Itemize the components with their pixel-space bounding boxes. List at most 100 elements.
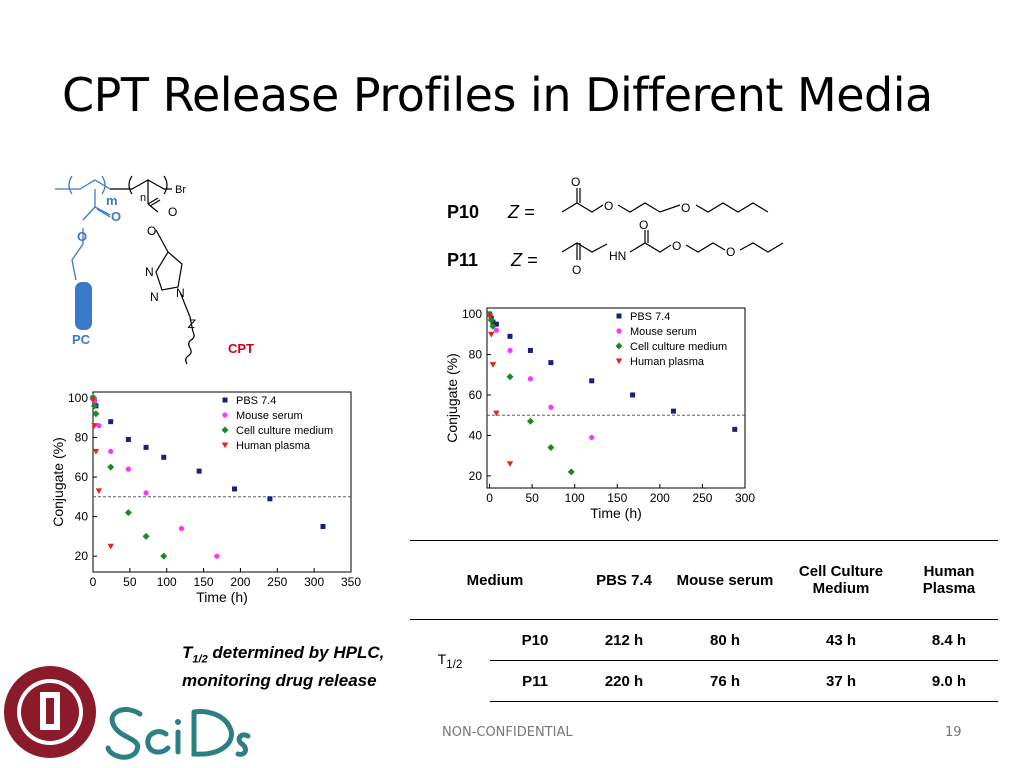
data-point (125, 466, 131, 472)
legend-marker (221, 442, 229, 449)
data-point (108, 448, 114, 454)
svg-text:N: N (176, 286, 185, 300)
x-tick-label: 150 (607, 491, 627, 505)
data-point (527, 376, 534, 382)
logo-dot-icon (175, 719, 181, 725)
data-point (490, 319, 496, 325)
legend-marker (616, 313, 622, 319)
y-tick-label: 40 (75, 510, 89, 524)
data-point (267, 496, 273, 502)
x-tick-label: 100 (157, 575, 177, 589)
polymer-structure: PC m O O n Br O O N N N Z CPT (55, 175, 254, 365)
data-point (493, 410, 500, 417)
data-point (214, 553, 220, 559)
x-tick-label: 300 (735, 491, 755, 505)
legend-marker (222, 397, 228, 403)
legend-marker (616, 328, 622, 334)
cpt-label: CPT (228, 341, 254, 356)
z-group-structures: O O O HN O O O O (561, 175, 784, 277)
col-medium: Medium (410, 540, 580, 620)
x-tick-label: 50 (123, 575, 137, 589)
x-tick-label: 200 (650, 491, 670, 505)
legend-marker (615, 342, 623, 350)
data-point (506, 373, 514, 381)
data-point (527, 347, 533, 353)
plot-frame (92, 391, 352, 573)
t-half-label: T1/2 (437, 650, 463, 671)
data-point (92, 448, 100, 455)
x-tick-label: 250 (267, 575, 287, 589)
data-point (488, 331, 495, 338)
svg-text:O: O (726, 245, 735, 259)
data-point (670, 408, 676, 414)
y-tick-label: 80 (75, 430, 89, 444)
legend-marker (222, 412, 228, 418)
legend-marker (221, 426, 229, 434)
svg-text:O: O (571, 175, 580, 189)
data-point (95, 488, 103, 495)
svg-text:O: O (639, 218, 648, 232)
data-point (89, 397, 97, 404)
y-tick-label: 60 (75, 470, 89, 484)
data-point (160, 552, 168, 560)
data-point (486, 313, 493, 320)
table-row: T1/2 P10 212 h 80 h 43 h 8.4 h (410, 620, 998, 671)
data-point (125, 436, 131, 442)
x-axis-label: Time (h) (196, 589, 248, 605)
col-mouse: Mouse serum (668, 540, 782, 620)
x-axis-label: Time (h) (590, 505, 642, 521)
svg-text:O: O (168, 205, 177, 219)
x-tick-label: 300 (304, 575, 324, 589)
scidose-logo (105, 707, 251, 760)
data-point (232, 486, 238, 492)
data-point (178, 525, 185, 532)
data-point (96, 423, 102, 429)
x-tick-label: 0 (486, 491, 493, 505)
footer-confidential: NON-CONFIDENTIAL (442, 725, 573, 740)
svg-text:O: O (681, 201, 690, 215)
p11-z-label: Z = (511, 250, 538, 270)
x-tick-label: 350 (341, 575, 361, 589)
legend-label: Human plasma (630, 356, 705, 368)
data-point (732, 426, 738, 432)
y-tick-label: 20 (469, 469, 483, 483)
svg-text:O: O (111, 209, 121, 224)
svg-text:O: O (572, 263, 581, 277)
y-tick-label: 100 (68, 391, 88, 405)
data-point (143, 490, 149, 496)
col-cell: Cell Culture Medium (782, 540, 900, 620)
data-point (493, 321, 499, 327)
svg-text:HN: HN (609, 249, 626, 263)
page-number: 19 (945, 725, 962, 740)
data-point (526, 417, 534, 425)
data-point (489, 362, 497, 368)
y-tick-label: 100 (462, 307, 482, 321)
data-point (91, 423, 98, 429)
svg-text:O: O (604, 199, 613, 213)
p11-label: P11 (447, 250, 479, 270)
p10-z-label: Z = (508, 202, 535, 222)
data-point (92, 410, 100, 418)
legend-label: Cell culture medium (236, 425, 333, 437)
data-point (107, 463, 115, 471)
x-tick-label: 250 (692, 491, 712, 505)
svg-text:Z: Z (187, 317, 196, 331)
x-tick-label: 100 (565, 491, 585, 505)
university-seal-logo (4, 666, 96, 758)
data-point (489, 322, 497, 330)
release-chart-p11: 0 50 100 150 200 250 300 20 40 60 80 100 Time (h) Con… (444, 307, 755, 521)
legend-label: PBS 7.4 (236, 395, 276, 407)
data-point (124, 509, 132, 517)
data-point (487, 316, 495, 324)
data-point (90, 402, 98, 410)
svg-text:n: n (140, 192, 146, 204)
table-row: P11 220 h 76 h 37 h 9.0 h (410, 660, 998, 702)
svg-text:N: N (150, 290, 159, 304)
m-label: m (106, 193, 118, 208)
y-tick-label: 20 (75, 549, 89, 563)
data-point (547, 444, 555, 452)
data-point (493, 327, 499, 333)
data-point (196, 468, 202, 474)
data-point (107, 543, 114, 550)
data-point (589, 378, 595, 384)
